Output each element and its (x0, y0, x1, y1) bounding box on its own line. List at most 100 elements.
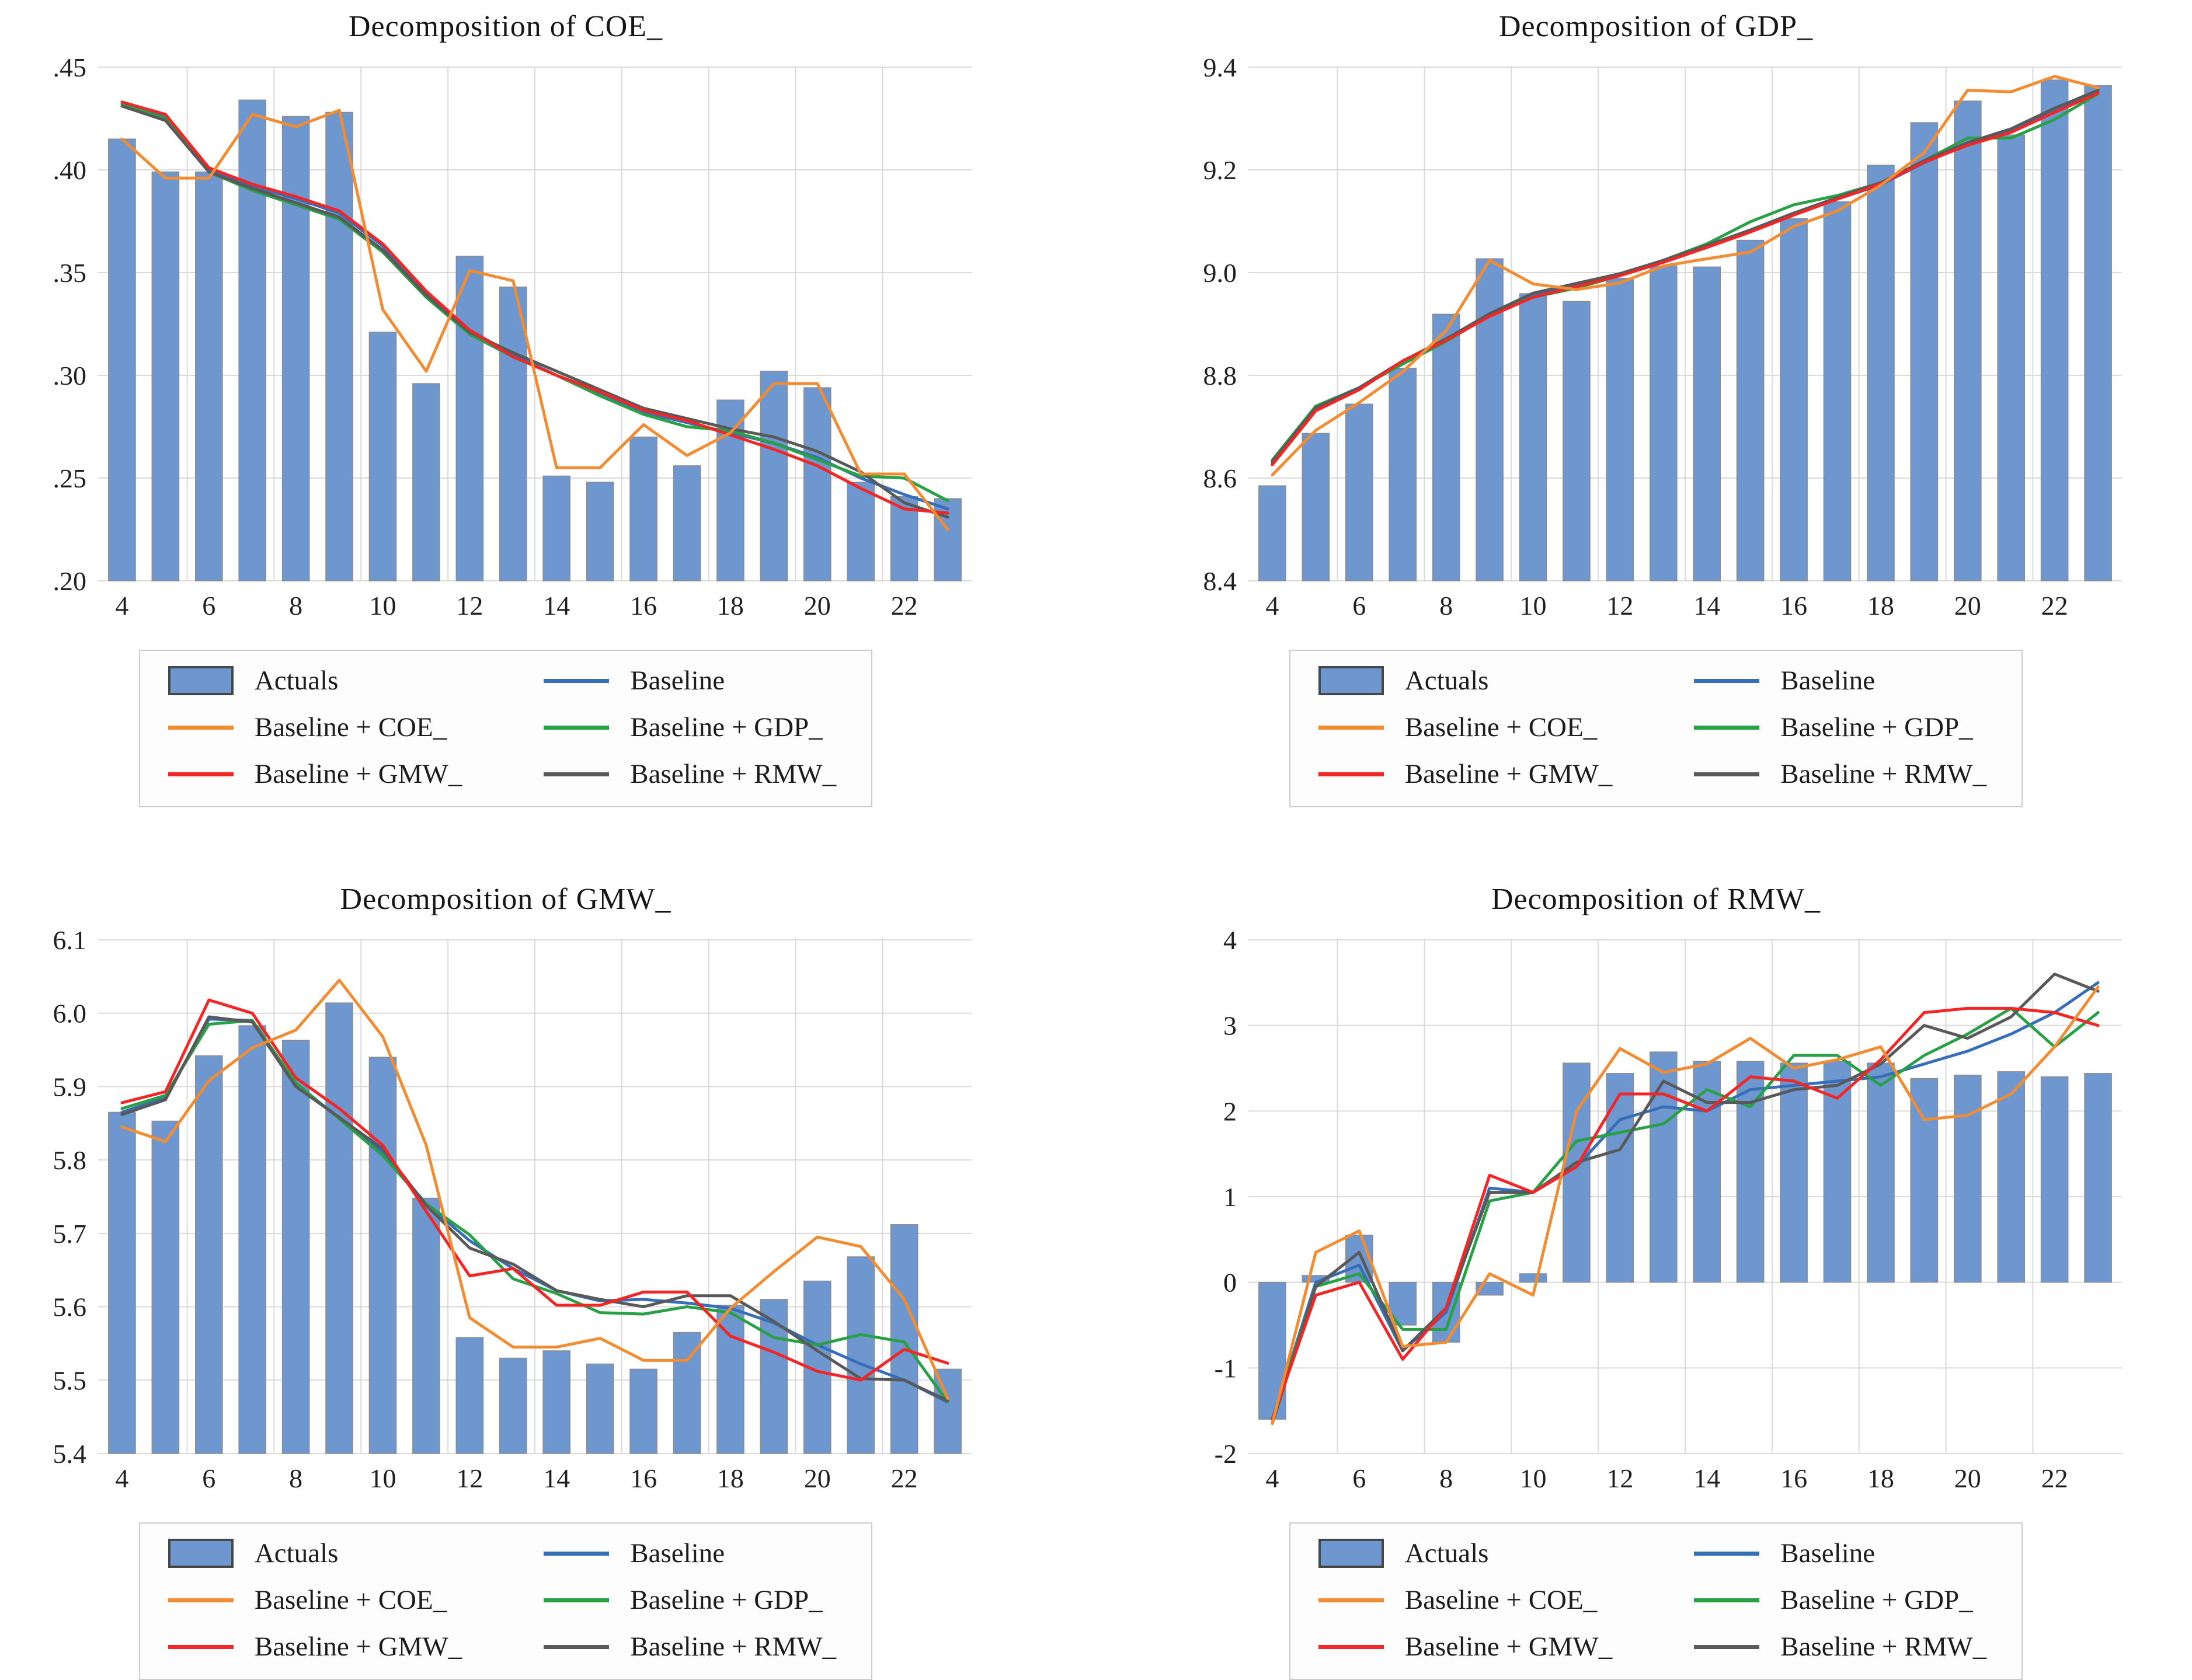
actuals-bars (1258, 1051, 2112, 1420)
series-line-coe (1271, 75, 2100, 477)
legend-item-gmw: Baseline + GMW_ (168, 758, 462, 790)
series-line-rmw (120, 1015, 949, 1402)
legend-item-gdp: Baseline + GDP_ (1694, 712, 1986, 743)
actuals-bar (194, 1055, 223, 1454)
actuals-bar (1606, 1073, 1634, 1283)
series-line-coe (1271, 985, 2100, 1425)
x-tick-label: 18 (717, 591, 744, 621)
series-line-gmw (1271, 92, 2100, 466)
rmw-line-swatch (1694, 1644, 1760, 1649)
actuals-bar (499, 286, 527, 581)
actuals-bar (1693, 266, 1721, 581)
coe-line-swatch (1318, 1598, 1384, 1602)
baseline-line-swatch (544, 678, 610, 683)
x-tick-label: 8 (1439, 591, 1453, 621)
actuals-bar (1258, 485, 1286, 581)
x-tick-label: 12 (1606, 1463, 1633, 1493)
actuals-bar (1519, 293, 1547, 581)
baseline-line-swatch (1694, 678, 1760, 683)
actuals-bar (368, 1057, 397, 1454)
legend-item-baseline: Baseline (1694, 665, 1986, 696)
x-tick-label: 12 (456, 591, 483, 621)
gmw-line-swatch (168, 772, 234, 776)
gridlines (98, 67, 972, 581)
axis-labels: 8.4 8.6 8.8 9.0 9.2 9.4 4 6 8 10 12 14 16 18 20 22 (1203, 57, 2068, 621)
chart-title-rmw: Decomposition of RMW_ (1491, 883, 1821, 916)
actuals-bar (2084, 85, 2112, 581)
chart-title-gdp: Decomposition of GDP_ (1498, 10, 1814, 43)
y-tick-label: 4 (1223, 929, 1237, 955)
actuals-bar (194, 171, 223, 581)
x-tick-label: 20 (804, 1463, 831, 1493)
x-tick-label: 22 (891, 1463, 918, 1493)
x-tick-label: 22 (2041, 591, 2068, 621)
gdp-line-swatch (1694, 725, 1760, 730)
actuals-bar (1997, 134, 2026, 581)
legend-label: Baseline + GMW_ (254, 1632, 462, 1662)
x-tick-label: 14 (1693, 591, 1720, 621)
legend-item-gdp: Baseline + GDP_ (544, 1584, 836, 1616)
x-tick-label: 16 (1780, 1463, 1807, 1493)
actuals-bar (1953, 100, 1982, 581)
x-tick-label: 6 (202, 1463, 215, 1493)
legend-item-gmw: Baseline + GMW_ (1318, 1631, 1612, 1662)
legend-label: Baseline (1780, 1538, 1876, 1569)
legend-item-coe: Baseline + COE_ (168, 712, 462, 743)
y-tick-label: 5.6 (53, 1292, 87, 1322)
actuals-bar (629, 436, 657, 581)
x-tick-label: 10 (1520, 1463, 1547, 1493)
legend-item-actuals: Actuals (1318, 1538, 1612, 1569)
x-tick-label: 14 (543, 591, 570, 621)
legend-box-gmw: Actuals Baseline Baseline + COE_ Baselin… (138, 1522, 873, 1680)
actuals-bar (238, 99, 267, 581)
x-tick-label: 14 (543, 1463, 570, 1493)
legend-item-actuals: Actuals (168, 1538, 462, 1569)
legend-item-coe: Baseline + COE_ (1318, 712, 1612, 743)
x-tick-label: 16 (630, 591, 657, 621)
axis-labels: 5.4 5.5 5.6 5.7 5.8 5.9 6.0 6.1 4 6 8 10 12 14 16 18 20 2… (53, 929, 918, 1493)
actuals-bars (108, 99, 962, 581)
x-tick-label: 20 (1954, 591, 1981, 621)
y-tick-label: 5.4 (53, 1439, 87, 1469)
gridlines (1248, 67, 2122, 581)
chart-title-gmw: Decomposition of GMW_ (340, 883, 671, 916)
actuals-bar (455, 256, 484, 581)
legend-label: Actuals (254, 665, 339, 696)
legend-item-gdp: Baseline + GDP_ (544, 712, 836, 743)
actuals-bar (1953, 1074, 1982, 1283)
actuals-bar (803, 387, 831, 581)
chart-title-coe: Decomposition of COE_ (348, 10, 663, 43)
actuals-bar-swatch (168, 1539, 234, 1568)
x-tick-label: 12 (456, 1463, 483, 1493)
x-tick-label: 8 (1439, 1463, 1453, 1493)
legend-item-rmw: Baseline + RMW_ (544, 1631, 836, 1662)
x-tick-label: 20 (1954, 1463, 1981, 1493)
actuals-bar (2084, 1073, 2112, 1283)
actuals-bar (1606, 277, 1634, 581)
gdp-line-swatch (544, 1598, 610, 1602)
legend-item-rmw: Baseline + RMW_ (1694, 1631, 1986, 1662)
x-tick-label: 18 (717, 1463, 744, 1493)
actuals-bar (673, 465, 701, 581)
x-tick-label: 14 (1693, 1463, 1720, 1493)
actuals-bar (1736, 239, 1765, 581)
y-tick-label: 6.0 (53, 999, 87, 1029)
legend-item-gmw: Baseline + GMW_ (1318, 758, 1612, 790)
gdp-line-swatch (544, 725, 610, 730)
gdp-chart-canvas: 8.4 8.6 8.8 9.0 9.2 9.4 4 6 8 10 12 14 16 18 20 22 (1203, 57, 2122, 621)
series-line-gmw (1271, 1006, 2100, 1421)
legend-box-coe: Actuals Baseline Baseline + COE_ Baselin… (138, 650, 873, 807)
actuals-bar (847, 1256, 875, 1454)
rmw-line-swatch (1694, 772, 1760, 776)
actuals-bar (1519, 1273, 1547, 1283)
actuals-bar (760, 1299, 788, 1454)
legend-label: Baseline + COE_ (1404, 1585, 1598, 1615)
chart-panel-rmw: Decomposition of RMW_ -2 -1 0 1 2 3 4 4 6 8 10 12 14… (1177, 882, 2135, 1680)
y-tick-label: 3 (1223, 1011, 1237, 1041)
actuals-bar (847, 482, 875, 581)
baseline-line-swatch (1694, 1551, 1760, 1556)
coe-chart-canvas: .20 .25 .30 .35 .40 .45 4 6 8 10 12 14 16 18 20 22 (53, 57, 972, 621)
series-line-coe (120, 978, 949, 1400)
baseline-line-swatch (544, 1551, 610, 1556)
